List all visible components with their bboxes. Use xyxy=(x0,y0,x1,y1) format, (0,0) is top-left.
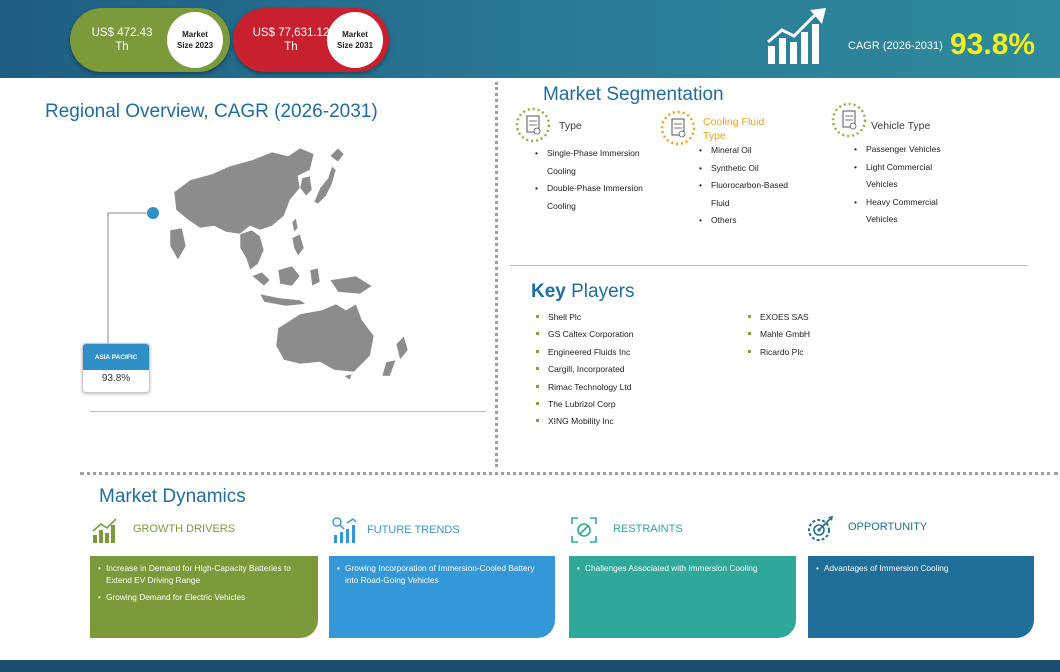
segmentation-divider xyxy=(510,265,1028,266)
region-divider xyxy=(90,411,486,412)
list-item: Ricardo Plc xyxy=(745,344,895,361)
growth-chart-icon xyxy=(767,8,826,64)
document-icon xyxy=(515,107,551,143)
segment-type-heading: Type xyxy=(559,120,582,132)
growth-drivers-card: Increase in Demand for High-Capacity Bat… xyxy=(90,556,318,638)
key-players-list-col2: EXOES SAS Mahle GmbH Ricardo Plc xyxy=(745,309,895,361)
market-dynamics-title: Market Dynamics xyxy=(99,486,246,507)
list-item: Growing Incorporation of Immersion-Coole… xyxy=(337,562,547,586)
list-item: Growing Demand for Electric Vehicles xyxy=(98,591,310,603)
document-icon xyxy=(831,102,867,138)
restraints-heading: RESTRAINTS xyxy=(613,523,683,535)
region-cagr-value: 93.8% xyxy=(101,373,131,384)
list-item: Increase in Demand for High-Capacity Bat… xyxy=(98,562,310,586)
market-size-2023-value: US$ 472.43 Th xyxy=(91,27,153,53)
key-players-title-rest: Players xyxy=(565,281,635,302)
market-size-2023-label-text: Market Size 2023 xyxy=(176,30,214,50)
header-band: US$ 472.43 Th Market Size 2023 US$ 77,63… xyxy=(0,0,1060,78)
key-players-title-bold: Key xyxy=(531,281,566,302)
segment-type-list: Single-Phase Immersion Cooling Double-Ph… xyxy=(535,145,665,215)
list-item: EXOES SAS xyxy=(745,309,895,326)
list-item: Single-Phase Immersion Cooling xyxy=(535,145,665,180)
key-players-title: Key Players xyxy=(531,281,635,303)
growth-drivers-heading: GROWTH DRIVERS xyxy=(133,523,236,535)
opportunity-card: Advantages of Immersion Cooling xyxy=(808,556,1034,638)
asia-pacific-map xyxy=(169,147,409,380)
cagr-value: 93.8% xyxy=(950,28,1036,61)
list-item: Passenger Vehicles xyxy=(854,141,964,159)
list-item: Advantages of Immersion Cooling xyxy=(816,562,1026,574)
list-item: Challenges Associated with Immersion Coo… xyxy=(577,562,788,574)
horizontal-dotted-divider xyxy=(80,472,1058,475)
market-size-2023-label: Market Size 2023 xyxy=(167,12,223,68)
market-size-2031-value: US$ 77,631.12 Th xyxy=(252,27,330,53)
growth-chart-icon xyxy=(92,518,117,543)
list-item: Fluorocarbon-Based Fluid xyxy=(699,177,799,212)
list-item: Mahle GmbH xyxy=(745,326,895,343)
segment-vehicle-type-list: Passenger Vehicles Light Commercial Vehi… xyxy=(854,141,964,229)
list-item: Others xyxy=(699,212,799,230)
list-item: Heavy Commercial Vehicles xyxy=(854,194,964,229)
footer-bar xyxy=(0,660,1060,672)
list-item: Shell Plc xyxy=(533,309,733,326)
region-name: ASIA PACIFIC xyxy=(83,344,149,370)
list-item: GS Caltex Corporation xyxy=(533,326,733,343)
restraint-icon xyxy=(571,517,597,543)
market-size-2031-label: Market Size 2031 xyxy=(327,12,383,68)
opportunity-heading: OPPORTUNITY xyxy=(848,521,928,533)
segment-cooling-fluid-heading: Cooling Fluid Type xyxy=(703,116,765,142)
market-size-2031-label-text: Market Size 2031 xyxy=(336,30,374,50)
region-connector-line xyxy=(107,207,159,353)
list-item: Synthetic Oil xyxy=(699,160,799,178)
target-gear-icon xyxy=(808,516,833,541)
key-players-list-col1: Shell Plc GS Caltex Corporation Engineer… xyxy=(533,309,733,431)
list-item: Rimac Technology Ltd xyxy=(533,379,733,396)
market-size-2023-pill: US$ 472.43 Th Market Size 2023 xyxy=(70,8,230,72)
future-trends-heading: FUTURE TRENDS xyxy=(367,524,460,536)
list-item: Engineered Fluids Inc xyxy=(533,344,733,361)
document-icon xyxy=(660,110,696,146)
list-item: Double-Phase Immersion Cooling xyxy=(535,180,665,215)
market-segmentation-title: Market Segmentation xyxy=(543,84,724,105)
list-item: Light Commercial Vehicles xyxy=(854,159,964,194)
regional-overview-title: Regional Overview, CAGR (2026-2031) xyxy=(45,101,378,122)
list-item: Mineral Oil xyxy=(699,142,799,160)
segment-cooling-fluid-list: Mineral Oil Synthetic Oil Fluorocarbon-B… xyxy=(699,142,799,230)
list-item: Cargill, Incorporated xyxy=(533,361,733,378)
restraints-card: Challenges Associated with Immersion Coo… xyxy=(569,556,796,638)
vertical-dotted-divider xyxy=(495,82,498,467)
list-item: The Lubrizol Corp xyxy=(533,396,733,413)
trend-analytics-icon xyxy=(332,517,357,543)
cagr-label: CAGR (2026-2031) xyxy=(848,40,943,52)
segment-vehicle-type-heading: Vehicle Type xyxy=(871,120,931,132)
region-callout: ASIA PACIFIC 93.8% xyxy=(82,343,150,393)
market-size-2031-pill: US$ 77,631.12 Th Market Size 2031 xyxy=(233,8,389,72)
future-trends-card: Growing Incorporation of Immersion-Coole… xyxy=(329,556,555,638)
list-item: XING Mobility Inc xyxy=(533,413,733,430)
